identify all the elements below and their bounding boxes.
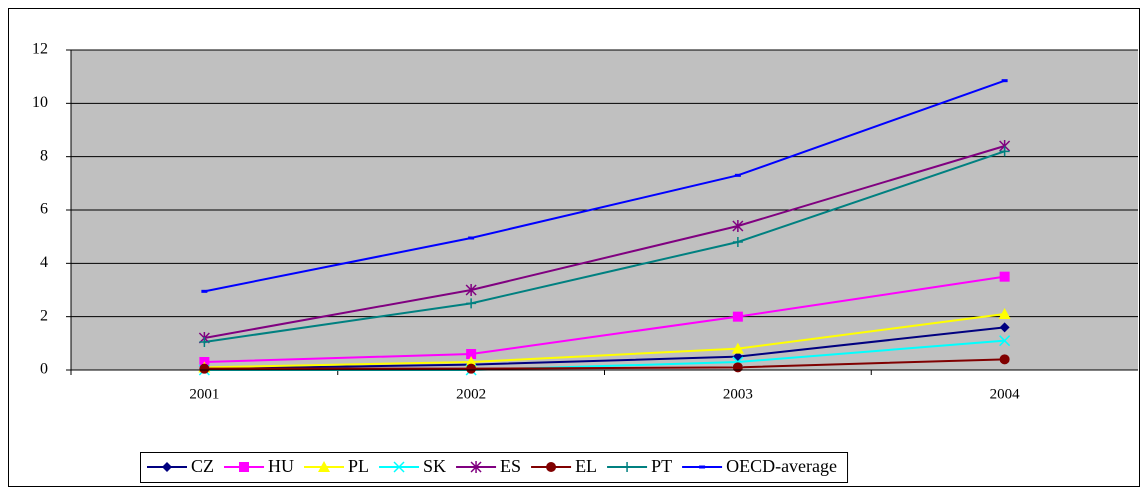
series-line [204, 313, 1005, 369]
series-line [204, 358, 1005, 370]
legend-label: EL [575, 456, 597, 476]
legend: CZ HU PL SK ES EL PT OECD-average [140, 452, 849, 483]
marker [732, 311, 743, 322]
marker [318, 461, 331, 472]
marker [622, 462, 633, 472]
series-line [204, 275, 1005, 363]
marker [466, 298, 477, 309]
marker [734, 173, 741, 177]
legend-label: SK [423, 456, 446, 476]
series-line [204, 326, 1005, 370]
marker [999, 354, 1010, 365]
x-tick-label: 2001 [189, 386, 219, 402]
legend-label: ES [500, 456, 521, 476]
marker [470, 461, 482, 473]
legend-label: HU [268, 456, 294, 476]
y-tick-label: 0 [40, 361, 48, 378]
marker [239, 462, 250, 472]
marker [466, 349, 477, 359]
marker [731, 342, 744, 354]
marker [999, 335, 1011, 347]
marker [732, 220, 744, 232]
marker [393, 461, 405, 473]
marker [199, 363, 210, 374]
marker [999, 322, 1010, 333]
y-tick-label: 8 [40, 147, 48, 164]
series-line [204, 145, 1005, 339]
x-tick-label: 2003 [723, 386, 753, 402]
marker [699, 465, 706, 469]
y-tick-label: 6 [40, 201, 48, 218]
series-line [204, 79, 1005, 293]
marker [162, 462, 172, 472]
marker [466, 363, 477, 374]
marker [999, 271, 1010, 282]
y-tick-label: 2 [40, 307, 48, 324]
marker [468, 236, 475, 240]
marker [999, 146, 1010, 157]
legend-label: OECD-average [726, 456, 837, 476]
marker [732, 237, 743, 247]
marker [465, 356, 478, 367]
x-tick-label: 2002 [456, 386, 486, 402]
marker [546, 462, 557, 472]
legend-label: CZ [191, 456, 214, 476]
marker [998, 308, 1011, 319]
legend-label: PL [348, 456, 369, 476]
marker [201, 289, 208, 293]
series-line [204, 150, 1005, 343]
legend-label: PT [651, 456, 672, 476]
marker [465, 284, 477, 296]
marker [732, 362, 743, 373]
marker [199, 337, 210, 347]
y-tick-label: 4 [40, 254, 48, 271]
y-tick-label: 12 [32, 41, 48, 58]
marker [1001, 79, 1008, 83]
x-tick-label: 2004 [990, 386, 1021, 402]
y-tick-label: 10 [32, 94, 48, 111]
